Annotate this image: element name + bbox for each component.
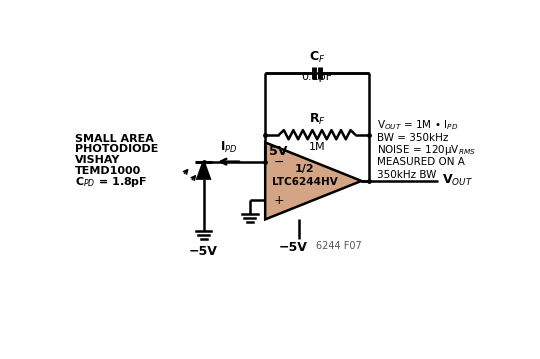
Text: PHOTODIODE: PHOTODIODE bbox=[75, 144, 158, 154]
Text: V$_{OUT}$ = 1M • I$_{PD}$: V$_{OUT}$ = 1M • I$_{PD}$ bbox=[377, 118, 458, 132]
Text: R$_F$: R$_F$ bbox=[309, 112, 326, 127]
Text: 0.1pF: 0.1pF bbox=[302, 71, 333, 81]
Text: C$_F$: C$_F$ bbox=[309, 50, 326, 65]
Text: $+$: $+$ bbox=[273, 194, 284, 207]
Text: TEMD1000: TEMD1000 bbox=[75, 166, 141, 176]
Polygon shape bbox=[265, 143, 361, 219]
Text: 5V: 5V bbox=[269, 145, 287, 158]
Text: 350kHz BW: 350kHz BW bbox=[377, 170, 436, 180]
Text: LTC6244HV: LTC6244HV bbox=[272, 177, 338, 187]
Text: −5V: −5V bbox=[278, 241, 307, 254]
Text: NOISE = 120μV$_{RMS}$: NOISE = 120μV$_{RMS}$ bbox=[377, 143, 476, 157]
Text: SMALL AREA: SMALL AREA bbox=[75, 134, 154, 144]
Text: I$_{PD}$: I$_{PD}$ bbox=[220, 140, 237, 155]
Text: $-$: $-$ bbox=[273, 155, 284, 168]
Text: V$_{OUT}$: V$_{OUT}$ bbox=[442, 173, 472, 188]
Text: 1/2: 1/2 bbox=[295, 164, 314, 174]
Text: 1M: 1M bbox=[309, 143, 326, 153]
Text: C$_{PD}$ = 1.8pF: C$_{PD}$ = 1.8pF bbox=[75, 175, 147, 189]
Text: MEASURED ON A: MEASURED ON A bbox=[377, 158, 465, 167]
Text: VISHAY: VISHAY bbox=[75, 155, 120, 165]
Text: 6244 F07: 6244 F07 bbox=[316, 241, 362, 251]
Text: BW = 350kHz: BW = 350kHz bbox=[377, 133, 448, 143]
Polygon shape bbox=[198, 162, 210, 178]
Text: −5V: −5V bbox=[189, 245, 218, 258]
